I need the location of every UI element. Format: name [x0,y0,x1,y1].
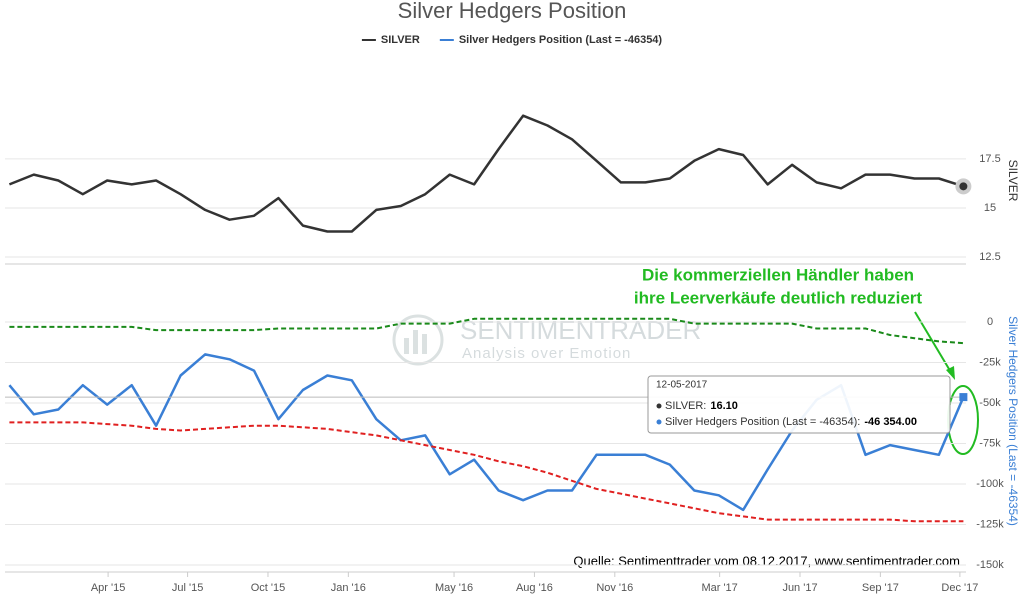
y-tick-label: -50k [979,397,1001,409]
annotation-arrowhead [946,366,955,380]
watermark-title: SENTIMENTRADER [460,315,701,345]
x-tick-label: Sep '17 [862,582,899,594]
watermark-logo [413,330,418,354]
series-line [8,114,964,233]
y-tick-label: -75k [979,437,1001,449]
tooltip-label: SILVER: [665,400,706,412]
legend: SILVER Silver Hedgers Position (Last = -4… [361,34,663,46]
annotation: Die kommerziellen Händler haben [642,265,914,284]
point [959,182,968,191]
x-tick-label: Dec '17 [941,582,978,594]
y-tick-label: -25k [979,356,1001,368]
tooltip-marker [656,419,662,425]
x-tick-label: Jul '15 [172,582,203,594]
x-tick-label: Mar '17 [701,582,737,594]
tooltip-box [647,375,951,434]
x-tick-label: Oct '15 [251,582,286,594]
x-tick-label: Aug '16 [516,582,553,594]
tooltip-date: 12-05-2017 [656,380,708,391]
annotation-arrow [914,311,953,375]
tooltip-marker [656,403,662,409]
tooltip-value: -46 354.00 [864,416,917,428]
chart-title: Silver Hedgers Position [398,0,627,23]
y-tick-label: -100k [976,478,1004,490]
series-line [9,317,964,345]
x-tick-label: Apr '15 [91,582,126,594]
y-tick-label: 12.5 [979,251,1000,263]
source: Quelle: Sentimenttrader vom 08.12.2017, … [573,553,960,568]
point [959,393,968,402]
watermark-logo [392,314,444,366]
tooltip-label: Silver Hedgers Position (Last = -46354): [665,416,860,428]
watermark: SENTIMENTRADER Analysis over Emotion [392,314,701,366]
y-tick-label: 17.5 [979,153,1000,165]
y-tick-label: -125k [976,518,1004,530]
watermark-logo [404,338,409,354]
y-tick-label: 0 [987,316,993,328]
legend-item: SILVER [361,34,420,46]
y-tick-label: 15 [984,202,996,214]
series-line [9,421,964,523]
x-tick-label: May '16 [435,582,473,594]
watermark-logo [422,334,427,354]
tooltip: 12-05-2017 SILVER: 16.10 Silver Hedgers Pos… [647,375,951,434]
y-axis-title: SILVER [1006,160,1020,202]
y-axis-title: Silver Hedgers Position (Last = -46354) [1006,316,1020,526]
watermark-subtitle: Analysis over Emotion [462,345,631,362]
legend-label: SILVER [381,34,420,46]
annotation: ihre Leerverkäufe deutlich reduziert [634,288,922,307]
legend-label: Silver Hedgers Position (Last = -46354) [459,34,663,46]
x-tick-label: Jun '17 [782,582,817,594]
x-tick-label: Nov '16 [596,582,633,594]
tooltip-value: 16.10 [710,400,738,412]
x-tick-label: Jan '16 [331,582,366,594]
legend-item: Silver Hedgers Position (Last = -46354) [439,34,663,46]
y-tick-label: -150k [976,559,1004,571]
